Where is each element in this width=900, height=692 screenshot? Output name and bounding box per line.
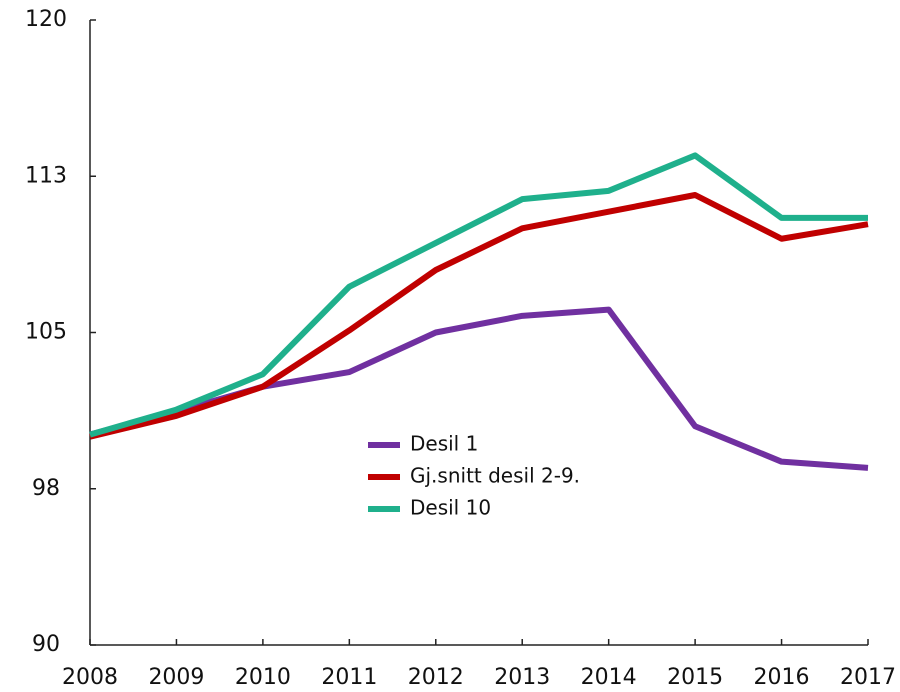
- x-tick-label: 2013: [494, 665, 550, 690]
- y-tick-label: 113: [25, 163, 67, 188]
- x-tick-label: 2016: [754, 665, 810, 690]
- y-tick-label: 105: [25, 320, 67, 345]
- x-tick-label: 2015: [667, 665, 723, 690]
- series-line: [89, 306, 869, 471]
- x-tick-label: 2014: [581, 665, 637, 690]
- legend-label: Desil 1: [410, 432, 478, 456]
- x-tick-label: 2008: [62, 665, 118, 690]
- x-tick-label: 2012: [408, 665, 464, 690]
- x-tick-label: 2009: [148, 665, 204, 690]
- legend: Desil 1 Gj.snitt desil 2-9. Desil 10: [368, 432, 580, 520]
- legend-label: Gj.snitt desil 2-9.: [410, 464, 580, 488]
- x-tick-label: 2017: [840, 665, 896, 690]
- y-tick-label: 90: [32, 632, 60, 657]
- y-tick-label: 120: [25, 7, 67, 32]
- y-tick-label: 98: [32, 476, 60, 501]
- x-tick-label: 2011: [321, 665, 377, 690]
- series-line: [89, 192, 869, 440]
- x-tick-label: 2010: [235, 665, 291, 690]
- legend-label: Desil 10: [410, 496, 491, 520]
- series-line: [89, 152, 868, 438]
